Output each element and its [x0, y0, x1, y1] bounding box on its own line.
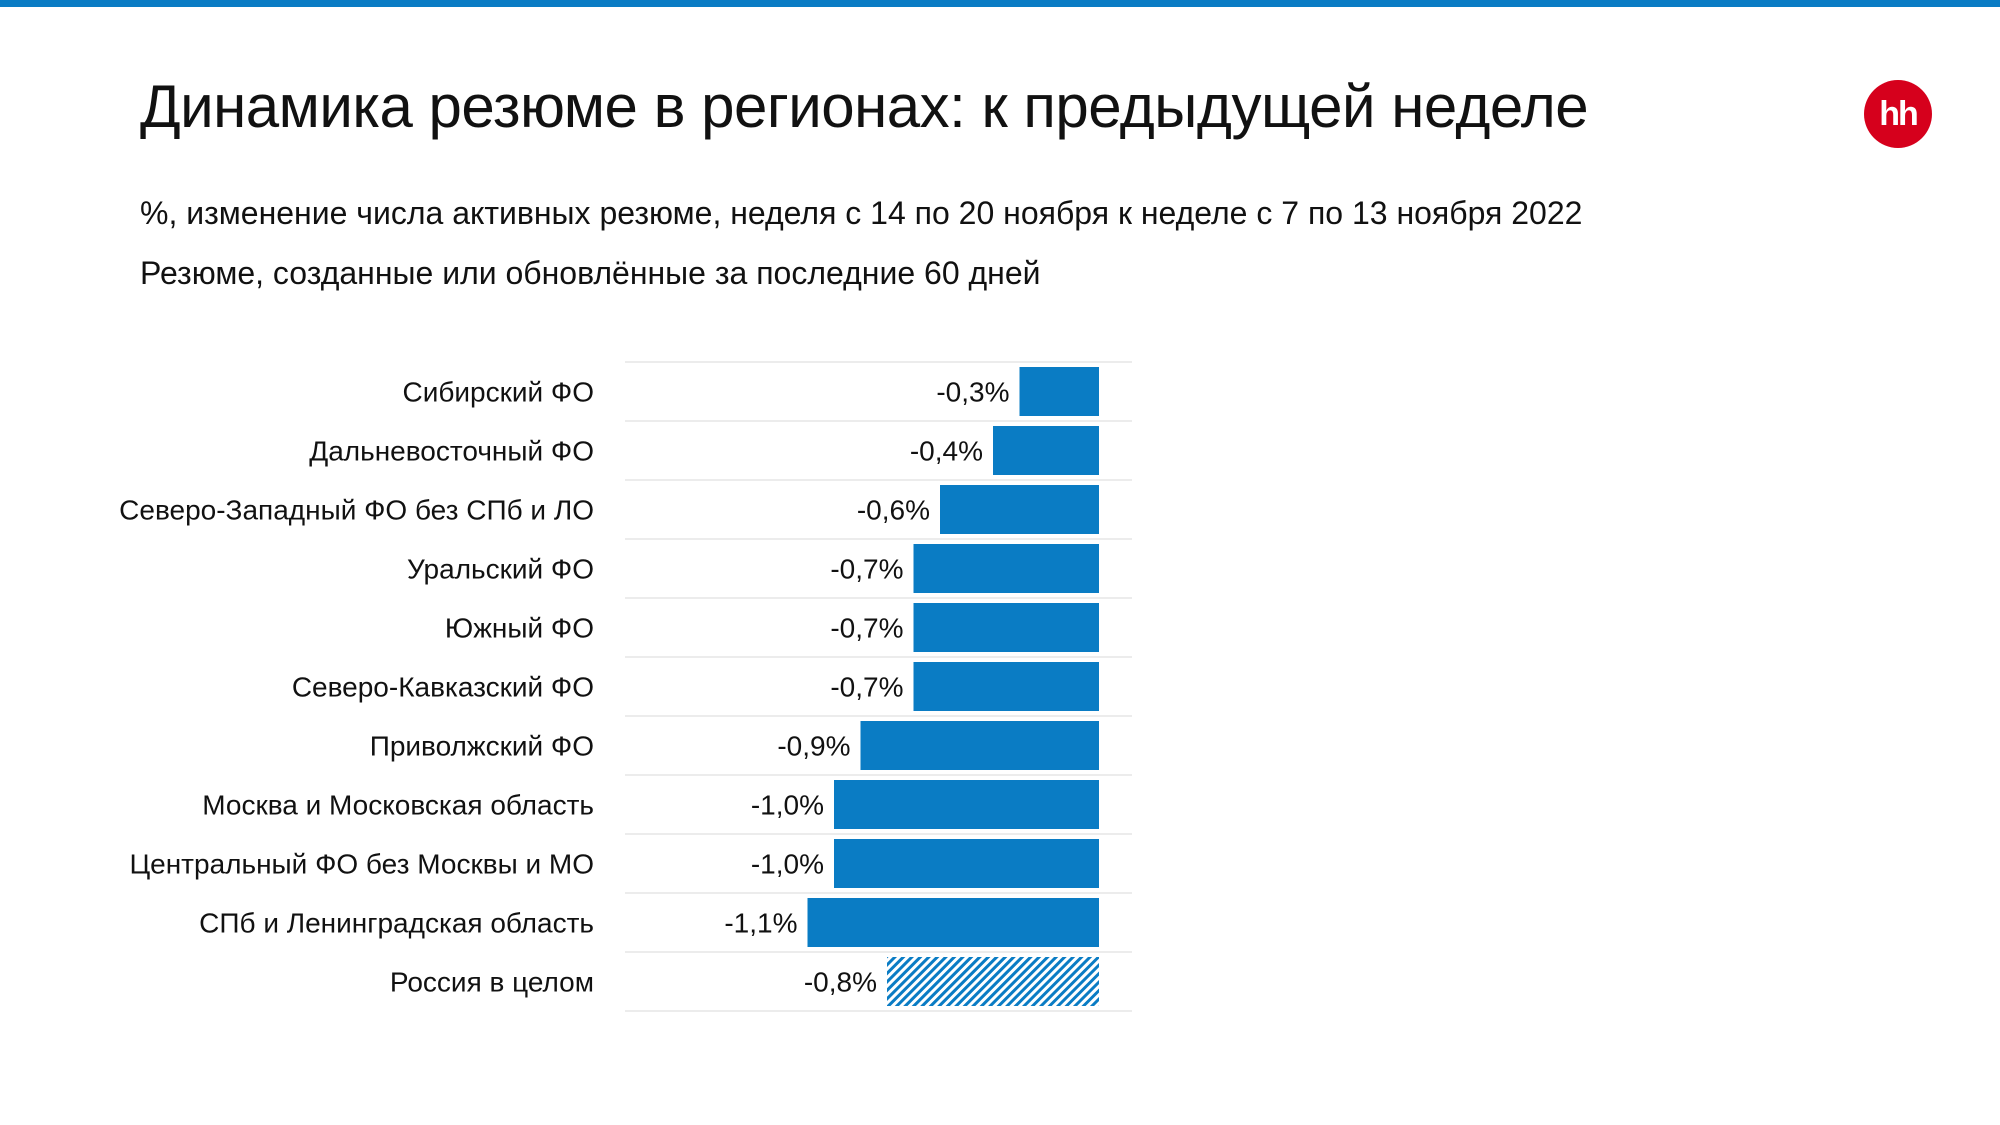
top-accent-bar [0, 0, 2000, 7]
data-label: -0,7% [830, 554, 903, 585]
data-label: -1,0% [751, 849, 824, 880]
category-label: Центральный ФО без Москвы и МО [129, 849, 594, 880]
data-label: -0,7% [830, 613, 903, 644]
logo-text: hh [1879, 94, 1919, 133]
data-label: -0,9% [777, 731, 850, 762]
category-label: Сибирский ФО [403, 377, 595, 408]
bar [993, 426, 1099, 475]
category-label: Дальневосточный ФО [309, 436, 594, 467]
category-label: Приволжский ФО [370, 731, 594, 762]
bar [913, 662, 1099, 711]
data-label: -0,8% [804, 967, 877, 998]
data-label: -0,4% [910, 436, 983, 467]
category-label: Россия в целом [390, 967, 594, 998]
data-label: -1,0% [751, 790, 824, 821]
bar [913, 544, 1099, 593]
data-label: -0,7% [830, 672, 903, 703]
bar [860, 721, 1099, 770]
category-label: Южный ФО [445, 613, 594, 644]
category-label: Москва и Московская область [202, 790, 594, 821]
data-label: -0,6% [857, 495, 930, 526]
page-title: Динамика резюме в регионах: к предыдущей… [140, 73, 1589, 140]
category-label: СПб и Ленинградская область [199, 908, 594, 939]
chart-note: Резюме, созданные или обновлённые за пос… [140, 255, 1041, 291]
data-label: -0,3% [936, 377, 1009, 408]
category-label: Северо-Западный ФО без СПб и ЛО [119, 495, 594, 526]
data-label: -1,1% [724, 908, 797, 939]
bar [913, 603, 1099, 652]
bar [834, 839, 1099, 888]
chart-subtitle: %, изменение числа активных резюме, неде… [140, 195, 1583, 231]
bar [940, 485, 1099, 534]
bar-total [887, 957, 1099, 1006]
category-label: Северо-Кавказский ФО [292, 672, 594, 703]
category-label: Уральский ФО [407, 554, 594, 585]
bar [807, 898, 1099, 947]
bar [1019, 367, 1099, 416]
bar [834, 780, 1099, 829]
hh-logo-icon: hh [1864, 80, 1932, 148]
